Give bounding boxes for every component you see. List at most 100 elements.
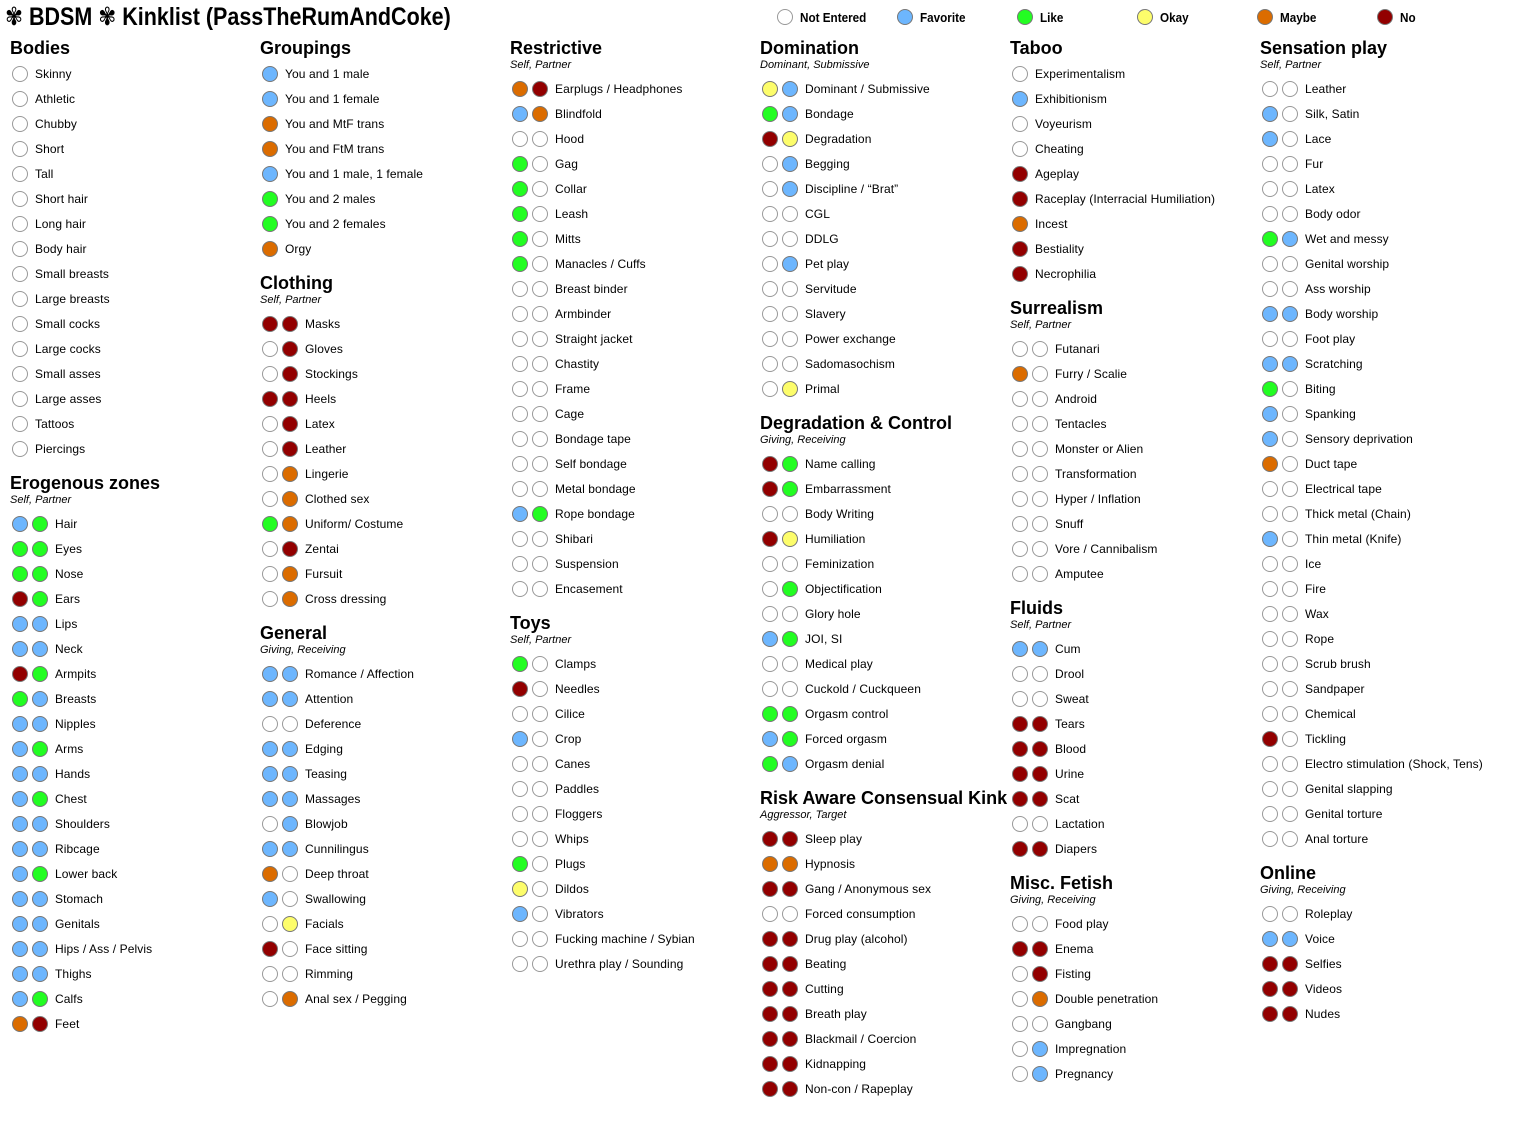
rating-choice-second[interactable] <box>782 1080 798 1097</box>
rating-choice-first[interactable] <box>12 690 28 707</box>
rating-choice-first[interactable] <box>762 80 778 97</box>
rating-choice-single[interactable] <box>12 315 28 332</box>
rating-choice-second[interactable] <box>32 640 48 657</box>
rating-choice-first[interactable] <box>1012 415 1028 432</box>
rating-choice-second[interactable] <box>32 540 48 557</box>
rating-choice-second[interactable] <box>1032 440 1048 457</box>
rating-choice-first[interactable] <box>1262 805 1278 822</box>
rating-choice-first[interactable] <box>762 755 778 772</box>
rating-choice-first[interactable] <box>12 740 28 757</box>
rating-choice-first[interactable] <box>1262 655 1278 672</box>
rating-choice-second[interactable] <box>1282 305 1298 322</box>
rating-choice-second[interactable] <box>782 155 798 172</box>
rating-choice-first[interactable] <box>262 915 278 932</box>
rating-choice-first[interactable] <box>1012 340 1028 357</box>
rating-choice-single[interactable] <box>262 65 278 82</box>
rating-choice-first[interactable] <box>1012 765 1028 782</box>
rating-choice-first[interactable] <box>1262 555 1278 572</box>
rating-choice-second[interactable] <box>532 930 548 947</box>
rating-choice-first[interactable] <box>1262 530 1278 547</box>
rating-choice-first[interactable] <box>1262 905 1278 922</box>
rating-choice-first[interactable] <box>12 640 28 657</box>
rating-choice-second[interactable] <box>282 890 298 907</box>
rating-choice-first[interactable] <box>262 315 278 332</box>
rating-choice-single[interactable] <box>12 365 28 382</box>
rating-choice-single[interactable] <box>262 240 278 257</box>
rating-choice-second[interactable] <box>282 690 298 707</box>
rating-choice-first[interactable] <box>1012 965 1028 982</box>
rating-choice-second[interactable] <box>1282 105 1298 122</box>
rating-choice-first[interactable] <box>1262 605 1278 622</box>
rating-choice-first[interactable] <box>762 680 778 697</box>
rating-choice-first[interactable] <box>512 205 528 222</box>
rating-choice-second[interactable] <box>32 915 48 932</box>
rating-choice-first[interactable] <box>512 555 528 572</box>
rating-choice-second[interactable] <box>1032 715 1048 732</box>
rating-choice-first[interactable] <box>512 355 528 372</box>
rating-choice-second[interactable] <box>1282 630 1298 647</box>
rating-choice-second[interactable] <box>782 105 798 122</box>
rating-choice-first[interactable] <box>512 730 528 747</box>
rating-choice-second[interactable] <box>532 180 548 197</box>
rating-choice-first[interactable] <box>762 180 778 197</box>
rating-choice-first[interactable] <box>1262 830 1278 847</box>
rating-choice-second[interactable] <box>1032 990 1048 1007</box>
rating-choice-second[interactable] <box>1282 980 1298 997</box>
rating-choice-second[interactable] <box>32 665 48 682</box>
rating-choice-single[interactable] <box>12 240 28 257</box>
rating-choice-first[interactable] <box>512 180 528 197</box>
rating-choice-first[interactable] <box>262 665 278 682</box>
rating-choice-first[interactable] <box>1262 205 1278 222</box>
rating-choice-second[interactable] <box>32 715 48 732</box>
rating-choice-first[interactable] <box>762 655 778 672</box>
rating-choice-first[interactable] <box>762 280 778 297</box>
rating-choice-first[interactable] <box>512 930 528 947</box>
rating-choice-second[interactable] <box>782 705 798 722</box>
rating-choice-second[interactable] <box>532 455 548 472</box>
rating-choice-first[interactable] <box>762 1030 778 1047</box>
rating-choice-first[interactable] <box>1012 640 1028 657</box>
rating-choice-first[interactable] <box>1012 740 1028 757</box>
rating-choice-first[interactable] <box>762 505 778 522</box>
rating-choice-first[interactable] <box>1262 455 1278 472</box>
rating-choice-second[interactable] <box>32 840 48 857</box>
rating-choice-second[interactable] <box>532 405 548 422</box>
rating-choice-first[interactable] <box>762 955 778 972</box>
rating-choice-second[interactable] <box>1282 155 1298 172</box>
rating-choice-second[interactable] <box>1282 205 1298 222</box>
rating-choice-first[interactable] <box>12 840 28 857</box>
rating-choice-second[interactable] <box>1282 580 1298 597</box>
rating-choice-first[interactable] <box>12 765 28 782</box>
rating-choice-second[interactable] <box>782 480 798 497</box>
rating-choice-second[interactable] <box>532 530 548 547</box>
rating-choice-first[interactable] <box>1262 155 1278 172</box>
rating-choice-second[interactable] <box>782 655 798 672</box>
rating-choice-single[interactable] <box>12 390 28 407</box>
rating-choice-second[interactable] <box>32 690 48 707</box>
rating-choice-first[interactable] <box>762 555 778 572</box>
rating-choice-second[interactable] <box>532 730 548 747</box>
rating-choice-first[interactable] <box>1262 755 1278 772</box>
rating-choice-first[interactable] <box>1262 630 1278 647</box>
rating-choice-first[interactable] <box>512 155 528 172</box>
rating-choice-second[interactable] <box>782 855 798 872</box>
rating-choice-single[interactable] <box>262 140 278 157</box>
rating-choice-second[interactable] <box>1032 665 1048 682</box>
rating-choice-second[interactable] <box>782 680 798 697</box>
rating-choice-first[interactable] <box>1262 305 1278 322</box>
rating-choice-second[interactable] <box>1282 655 1298 672</box>
rating-choice-first[interactable] <box>1012 440 1028 457</box>
rating-choice-first[interactable] <box>262 740 278 757</box>
rating-choice-first[interactable] <box>262 465 278 482</box>
rating-choice-first[interactable] <box>762 830 778 847</box>
rating-choice-second[interactable] <box>782 630 798 647</box>
rating-choice-single[interactable] <box>1012 65 1028 82</box>
rating-choice-first[interactable] <box>12 715 28 732</box>
rating-choice-single[interactable] <box>1012 90 1028 107</box>
rating-choice-first[interactable] <box>262 790 278 807</box>
rating-choice-second[interactable] <box>1032 740 1048 757</box>
rating-choice-second[interactable] <box>282 415 298 432</box>
rating-choice-second[interactable] <box>282 590 298 607</box>
rating-choice-second[interactable] <box>32 865 48 882</box>
rating-choice-second[interactable] <box>282 340 298 357</box>
